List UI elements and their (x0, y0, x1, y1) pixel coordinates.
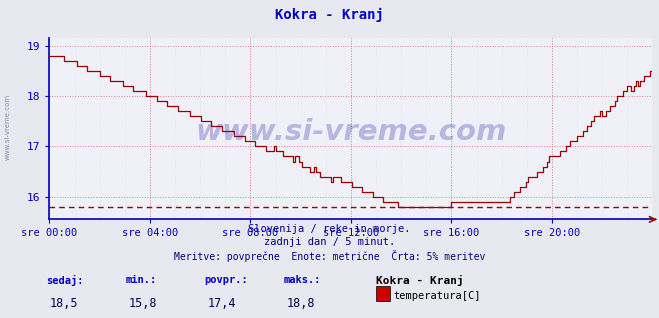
Text: zadnji dan / 5 minut.: zadnji dan / 5 minut. (264, 237, 395, 247)
Text: sedaj:: sedaj: (46, 275, 84, 286)
Text: www.si-vreme.com: www.si-vreme.com (5, 94, 11, 160)
Text: Kokra - Kranj: Kokra - Kranj (275, 8, 384, 22)
Text: 18,5: 18,5 (49, 297, 78, 310)
Text: Kokra - Kranj: Kokra - Kranj (376, 275, 463, 286)
Text: www.si-vreme.com: www.si-vreme.com (195, 118, 507, 146)
Text: 15,8: 15,8 (129, 297, 157, 310)
Text: Slovenija / reke in morje.: Slovenija / reke in morje. (248, 224, 411, 234)
Text: povpr.:: povpr.: (204, 275, 248, 285)
Text: Meritve: povprečne  Enote: metrične  Črta: 5% meritev: Meritve: povprečne Enote: metrične Črta:… (174, 250, 485, 262)
Text: min.:: min.: (125, 275, 156, 285)
Text: 17,4: 17,4 (208, 297, 236, 310)
Text: temperatura[C]: temperatura[C] (393, 291, 481, 301)
Text: maks.:: maks.: (283, 275, 321, 285)
Text: 18,8: 18,8 (287, 297, 315, 310)
